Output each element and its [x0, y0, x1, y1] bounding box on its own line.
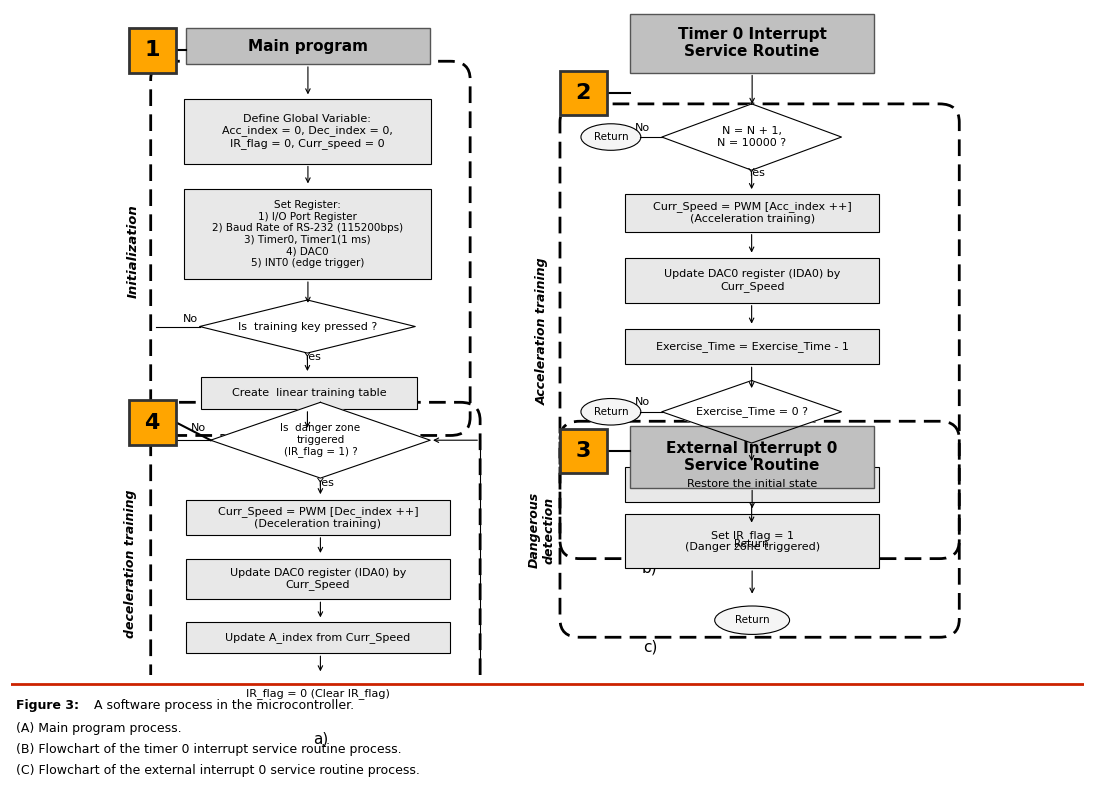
Text: IR_flag = 0 (Clear IR_flag): IR_flag = 0 (Clear IR_flag): [246, 688, 390, 699]
Text: (C) Flowchart of the external interrupt 0 service routine process.: (C) Flowchart of the external interrupt …: [16, 764, 420, 777]
Polygon shape: [210, 403, 430, 478]
Text: c): c): [643, 639, 657, 654]
Text: Initialization: Initialization: [126, 204, 139, 297]
Text: Set Register:
1) I/O Port Register
2) Baud Rate of RS-232 (115200bps)
3) Timer0,: Set Register: 1) I/O Port Register 2) Ba…: [211, 200, 403, 268]
Text: Set IR_flag = 1
(Danger zone triggered): Set IR_flag = 1 (Danger zone triggered): [684, 530, 820, 552]
FancyBboxPatch shape: [186, 559, 450, 599]
FancyBboxPatch shape: [560, 71, 607, 115]
Text: Timer 0 Interrupt
Service Routine: Timer 0 Interrupt Service Routine: [678, 27, 827, 59]
Text: (B) Flowchart of the timer 0 interrupt service routine process.: (B) Flowchart of the timer 0 interrupt s…: [16, 743, 402, 756]
Text: Yes: Yes: [748, 441, 766, 451]
FancyBboxPatch shape: [630, 14, 875, 73]
Text: a): a): [313, 731, 328, 746]
Ellipse shape: [581, 124, 641, 150]
FancyBboxPatch shape: [186, 677, 450, 710]
Text: Is  training key pressed ?: Is training key pressed ?: [238, 321, 377, 332]
Text: 3: 3: [576, 441, 591, 461]
Text: Dangerous
detection: Dangerous detection: [528, 492, 556, 568]
FancyBboxPatch shape: [186, 500, 450, 535]
Text: 4: 4: [145, 412, 160, 433]
Text: 2: 2: [576, 83, 591, 103]
Text: External Interrupt 0
Service Routine: External Interrupt 0 Service Routine: [667, 440, 838, 473]
Polygon shape: [661, 380, 841, 443]
FancyBboxPatch shape: [625, 467, 879, 502]
Text: A software process in the microcontroller.: A software process in the microcontrolle…: [94, 699, 355, 712]
FancyBboxPatch shape: [200, 376, 417, 409]
Text: deceleration training: deceleration training: [124, 489, 137, 638]
FancyBboxPatch shape: [129, 400, 175, 445]
Text: Return: Return: [593, 407, 629, 417]
FancyBboxPatch shape: [186, 622, 450, 654]
Text: Exercise_Time = 0 ?: Exercise_Time = 0 ?: [695, 407, 808, 417]
Text: No: No: [635, 397, 650, 407]
Text: No: No: [191, 423, 206, 433]
Text: N = N + 1,
N = 10000 ?: N = N + 1, N = 10000 ?: [717, 126, 786, 148]
Text: b): b): [642, 561, 658, 575]
Text: Return: Return: [735, 615, 770, 625]
Text: Acceleration training: Acceleration training: [535, 257, 549, 405]
Text: Update DAC0 register (IDA0) by
Curr_Speed: Update DAC0 register (IDA0) by Curr_Spee…: [230, 568, 406, 590]
FancyBboxPatch shape: [184, 99, 431, 164]
FancyBboxPatch shape: [625, 329, 879, 364]
Text: Figure 3:: Figure 3:: [16, 699, 80, 712]
Ellipse shape: [714, 531, 789, 559]
Text: No: No: [635, 122, 650, 133]
FancyBboxPatch shape: [625, 194, 879, 232]
Text: Curr_Speed = PWM [Acc_index ++]
(Acceleration training): Curr_Speed = PWM [Acc_index ++] (Acceler…: [653, 201, 852, 224]
Text: Yes: Yes: [316, 478, 335, 488]
Text: Return: Return: [593, 132, 629, 142]
Text: Main program: Main program: [247, 38, 368, 54]
FancyBboxPatch shape: [129, 28, 175, 73]
FancyBboxPatch shape: [630, 426, 875, 487]
FancyBboxPatch shape: [625, 514, 879, 568]
Text: Update DAC0 register (IDA0) by
Curr_Speed: Update DAC0 register (IDA0) by Curr_Spee…: [664, 269, 840, 292]
Text: Return: Return: [735, 539, 769, 550]
Text: Define Global Variable:
Acc_index = 0, Dec_index = 0,
IR_flag = 0, Curr_speed = : Define Global Variable: Acc_index = 0, D…: [222, 113, 393, 149]
FancyBboxPatch shape: [560, 429, 607, 473]
Text: Exercise_Time = Exercise_Time - 1: Exercise_Time = Exercise_Time - 1: [656, 341, 849, 352]
Text: Curr_Speed = PWM [Dec_index ++]
(Deceleration training): Curr_Speed = PWM [Dec_index ++] (Deceler…: [218, 506, 418, 529]
Text: (A) Main program process.: (A) Main program process.: [16, 722, 182, 735]
Text: Yes: Yes: [304, 352, 322, 362]
FancyBboxPatch shape: [625, 258, 879, 303]
Text: No: No: [183, 314, 197, 324]
Ellipse shape: [715, 606, 789, 634]
Text: Yes: Yes: [748, 168, 766, 178]
Ellipse shape: [581, 399, 641, 425]
Polygon shape: [199, 300, 415, 353]
Text: Update A_index from Curr_Speed: Update A_index from Curr_Speed: [226, 632, 411, 643]
Text: 1: 1: [145, 41, 160, 61]
Text: Create  linear training table: Create linear training table: [232, 388, 387, 398]
Text: Restore the initial state: Restore the initial state: [687, 479, 817, 489]
Text: Is  danger zone
triggered
(IR_flag = 1) ?: Is danger zone triggered (IR_flag = 1) ?: [280, 423, 360, 457]
Polygon shape: [661, 104, 841, 170]
FancyBboxPatch shape: [184, 189, 431, 279]
FancyBboxPatch shape: [186, 28, 430, 64]
